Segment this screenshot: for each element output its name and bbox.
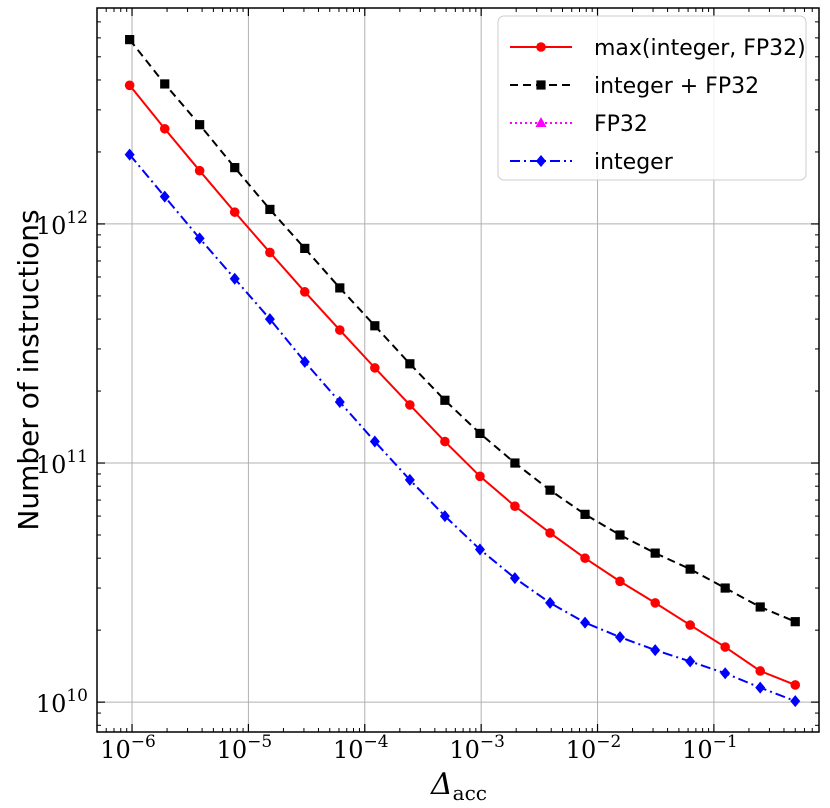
series-3-point-5 bbox=[299, 355, 310, 368]
series-0-point-18 bbox=[755, 666, 766, 676]
series-0-point-8 bbox=[405, 400, 415, 410]
series-line-0 bbox=[128, 84, 796, 686]
series-0-point-1 bbox=[159, 123, 170, 134]
series-1-point-6 bbox=[335, 283, 345, 293]
series-1-point-14 bbox=[615, 530, 625, 540]
series-1-point-2 bbox=[195, 120, 205, 130]
series-0-point-7 bbox=[370, 363, 380, 373]
legend-marker-1 bbox=[536, 80, 546, 90]
x-tick-label-3: 10−3 bbox=[449, 732, 505, 764]
series-0-point-19 bbox=[790, 680, 801, 690]
series-0-point-14 bbox=[615, 576, 625, 587]
y-axis-title: Number of instructions bbox=[12, 209, 45, 530]
series-3-point-14 bbox=[615, 631, 626, 644]
x-tick-label-2: 10−4 bbox=[333, 732, 389, 764]
series-1-point-11 bbox=[510, 458, 520, 468]
series-1-point-7 bbox=[370, 321, 380, 331]
series-3-point-18 bbox=[755, 681, 766, 694]
series-3-point-7 bbox=[369, 435, 380, 448]
series-1-point-0 bbox=[125, 35, 135, 45]
series-3-point-9 bbox=[439, 510, 450, 523]
legend-marker-3 bbox=[536, 155, 546, 167]
x-axis-title-subscript: acc bbox=[453, 781, 487, 805]
series-1-point-9 bbox=[440, 395, 450, 405]
plot-frame bbox=[96, 7, 820, 733]
legend-box bbox=[497, 15, 807, 181]
series-0-point-0 bbox=[124, 80, 135, 91]
series-1-point-4 bbox=[265, 204, 275, 215]
series-3-point-12 bbox=[545, 596, 556, 609]
series-1-point-10 bbox=[475, 428, 485, 439]
legend-label-3: integer bbox=[594, 150, 674, 175]
series-3-point-13 bbox=[580, 616, 591, 629]
series-1-point-18 bbox=[755, 602, 765, 612]
series-0-point-4 bbox=[265, 247, 275, 258]
series-1 bbox=[125, 35, 800, 627]
series-0-point-11 bbox=[510, 501, 520, 511]
legend-marker-0 bbox=[536, 42, 546, 52]
series-3-point-8 bbox=[404, 473, 415, 486]
series-3-point-17 bbox=[720, 667, 731, 680]
series-0-point-3 bbox=[229, 207, 240, 217]
series-0-point-17 bbox=[720, 642, 730, 652]
legend-label-2: FP32 bbox=[594, 112, 648, 137]
series-1-point-17 bbox=[720, 583, 730, 593]
series-3-point-0 bbox=[124, 148, 135, 161]
series-layer bbox=[124, 35, 801, 708]
series-1-point-5 bbox=[300, 243, 310, 254]
series-0-point-2 bbox=[194, 165, 205, 176]
series-0-point-5 bbox=[299, 287, 310, 297]
legend-label-0: max(integer, FP32) bbox=[594, 36, 806, 61]
series-3-point-10 bbox=[474, 543, 485, 556]
series-1-point-13 bbox=[580, 509, 590, 519]
tick-layer: 10−6 10−5 10−4 10−3 10−2 10−1 1010 1011 1012 bbox=[36, 8, 819, 764]
series-0-point-15 bbox=[650, 598, 660, 608]
y-tick-label-0: 1010 bbox=[36, 686, 88, 718]
x-tick-label-5: 10−1 bbox=[682, 732, 738, 764]
legend-label-1: integer + FP32 bbox=[594, 74, 759, 99]
series-3-point-16 bbox=[685, 655, 696, 668]
series-0 bbox=[124, 80, 801, 690]
series-3-point-1 bbox=[159, 190, 170, 203]
series-1-point-19 bbox=[790, 617, 800, 627]
series-1-point-12 bbox=[545, 485, 555, 495]
series-line-1 bbox=[128, 38, 796, 623]
series-0-point-16 bbox=[685, 620, 695, 630]
series-line-3 bbox=[128, 153, 796, 703]
series-1-point-8 bbox=[405, 359, 415, 369]
series-3-point-6 bbox=[334, 395, 345, 408]
series-3-point-11 bbox=[509, 572, 520, 585]
series-3-point-4 bbox=[264, 313, 275, 326]
series-3-point-2 bbox=[194, 232, 205, 245]
x-tick-label-0: 10−6 bbox=[100, 732, 156, 764]
series-0-point-12 bbox=[545, 528, 555, 538]
y-tick-label-2: 1012 bbox=[36, 208, 88, 240]
x-tick-label-4: 10−2 bbox=[566, 732, 622, 764]
series-3 bbox=[124, 148, 801, 708]
series-1-point-1 bbox=[160, 79, 170, 89]
series-0-point-9 bbox=[440, 436, 450, 447]
x-axis-title: Δacc bbox=[430, 767, 487, 805]
series-0-point-6 bbox=[334, 325, 345, 335]
series-3-point-15 bbox=[650, 644, 661, 657]
series-0-point-10 bbox=[475, 471, 485, 482]
series-1-point-3 bbox=[230, 163, 240, 173]
series-0-point-13 bbox=[580, 553, 590, 563]
series-1-point-16 bbox=[685, 564, 695, 574]
series-3-point-3 bbox=[229, 272, 240, 285]
y-tick-label-1: 1011 bbox=[36, 447, 88, 479]
x-axis-title-symbol: Δ bbox=[430, 767, 453, 802]
series-1-point-15 bbox=[650, 548, 660, 558]
legend: max(integer, FP32) integer + FP32 FP32 inte… bbox=[497, 15, 807, 181]
x-tick-label-1: 10−5 bbox=[217, 732, 273, 764]
series-3-point-19 bbox=[790, 695, 801, 708]
legend-marker-2 bbox=[535, 117, 547, 127]
